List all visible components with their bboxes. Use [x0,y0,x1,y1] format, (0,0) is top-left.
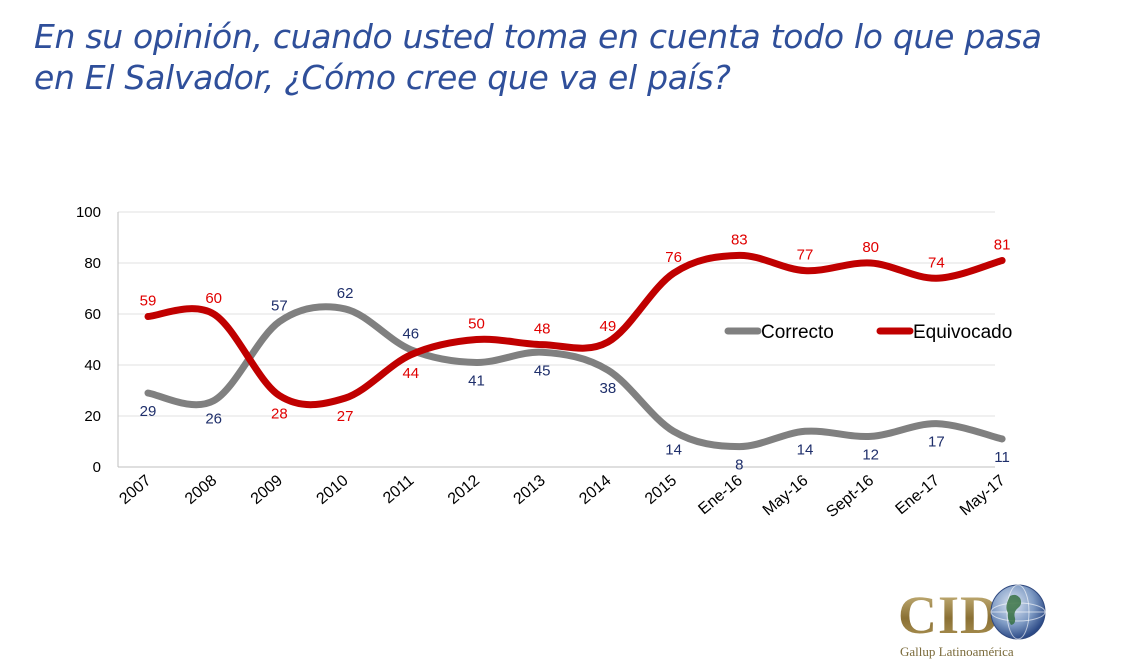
data-label: 44 [402,365,419,382]
data-label: 59 [140,293,157,310]
x-tick-label: Sept-16 [823,472,877,521]
data-label: 29 [140,403,157,420]
legend-label-correcto: Correcto [761,322,834,343]
legend-label-equivocado: Equivocado [913,322,1012,343]
data-label: 14 [797,441,814,458]
x-tick-label: May-16 [760,472,812,519]
series-line-correcto [144,303,1006,451]
data-label: 77 [797,247,814,264]
data-label: 11 [994,449,1010,466]
x-tick-label: Ene-16 [695,472,746,518]
data-label: 60 [205,290,222,307]
data-label: 17 [928,434,945,451]
x-tick-label: 2011 [380,472,417,507]
cid-gallup-logo: CID Gallup Latinoamérica [898,580,1058,666]
x-tick-label: 2010 [313,472,351,508]
data-label: 41 [468,372,485,389]
logo-subtitle: Gallup Latinoamérica [900,644,1014,659]
y-tick-label: 0 [93,459,101,476]
y-tick-label: 40 [84,357,101,374]
x-tick-label: 2013 [511,472,549,508]
title-line-2: en El Salvador, ¿Cómo cree que va el paí… [34,58,731,97]
data-label: 14 [665,441,682,458]
x-tick-label: 2012 [445,472,483,508]
chart-title: En su opinión, cuando usted toma en cuen… [34,16,1094,98]
data-label: 46 [402,326,419,343]
data-label: 50 [468,316,485,333]
data-label: 28 [271,406,288,423]
data-label: 57 [271,298,288,315]
data-label: 62 [337,285,354,302]
data-label: 8 [735,457,743,474]
logo-text: CID [898,585,1001,645]
y-tick-label: 80 [84,255,101,272]
y-tick-label: 100 [76,204,101,221]
y-tick-label: 60 [84,306,101,323]
x-tick-label: 2008 [182,472,220,508]
data-label: 45 [534,362,551,379]
data-label: 12 [862,446,879,463]
x-tick-label: 2007 [116,472,154,508]
x-tick-label: 2015 [642,472,680,508]
x-tick-label: May-17 [957,472,1009,519]
data-label: 76 [665,249,682,266]
title-line-1: En su opinión, cuando usted toma en cuen… [34,17,1042,56]
x-tick-label: 2014 [576,472,614,508]
data-label: 26 [205,411,222,428]
x-tick-label: 2009 [248,472,286,508]
globe-icon [990,584,1046,640]
data-label: 80 [862,239,879,256]
data-label: 48 [534,321,551,338]
series-line-equivocado [144,251,1006,409]
data-label: 27 [337,408,354,425]
data-label: 49 [600,318,617,335]
data-label: 83 [731,231,748,248]
data-label: 38 [600,380,617,397]
y-tick-label: 20 [84,408,101,425]
data-label: 81 [994,236,1011,253]
x-tick-label: Ene-17 [893,472,944,518]
data-label: 74 [928,254,945,271]
